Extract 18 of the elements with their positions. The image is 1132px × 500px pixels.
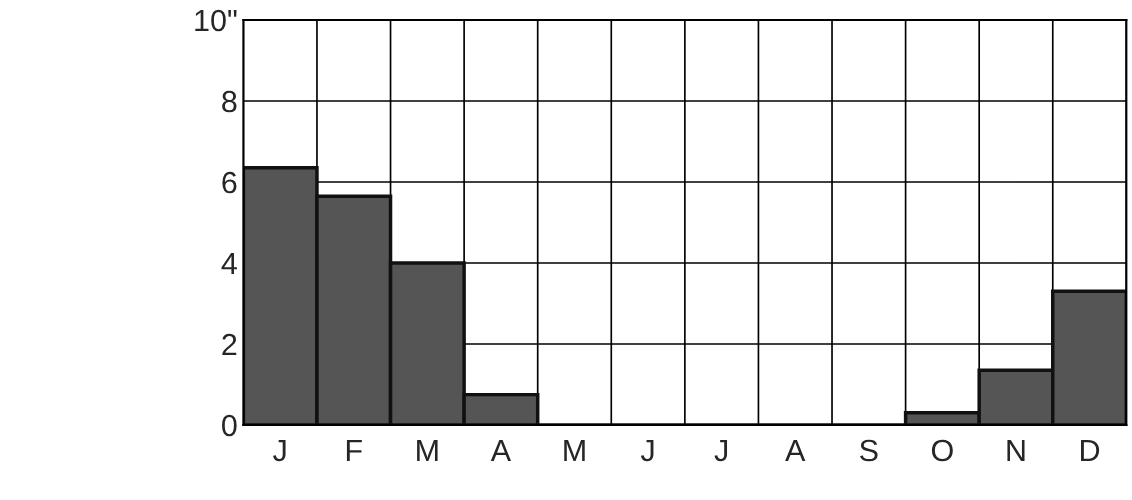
- y-tick-label: 4: [221, 253, 237, 275]
- x-tick-label: F: [346, 440, 362, 462]
- y-tick-label: 2: [222, 333, 237, 356]
- x-tick-label: J: [273, 440, 286, 462]
- x-tick-label: D: [1081, 440, 1100, 462]
- x-tick-label: M: [417, 440, 438, 462]
- y-tick-label: 6: [222, 171, 237, 194]
- x-tick-label: A: [785, 440, 806, 462]
- x-tick-label: A: [490, 440, 512, 462]
- y-tick-label: 10": [195, 9, 237, 32]
- y-tick-label: 0: [222, 414, 237, 437]
- x-tick-label: O: [931, 439, 953, 462]
- y-tick-label: 8: [222, 90, 237, 113]
- x-tick-label: N: [1007, 440, 1025, 462]
- x-tick-label: M: [564, 440, 585, 462]
- x-tick-label: S: [860, 439, 878, 462]
- x-tick-label: J: [714, 440, 728, 462]
- x-tick-label: J: [640, 440, 654, 462]
